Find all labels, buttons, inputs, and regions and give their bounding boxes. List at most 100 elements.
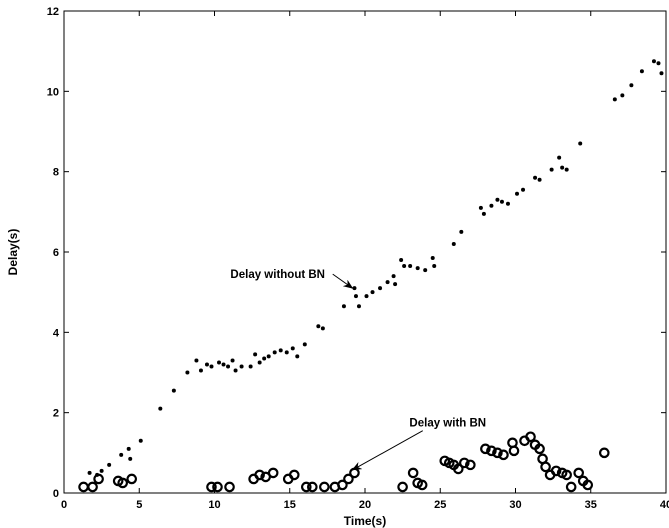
data-point-dot: [656, 61, 661, 66]
data-point-dot: [352, 286, 357, 291]
data-point-dot: [423, 268, 428, 273]
data-point-circle: [534, 443, 545, 455]
data-point-dot: [432, 264, 437, 269]
data-point-dot: [612, 97, 617, 102]
data-point-dot: [87, 470, 92, 475]
data-point-dot: [248, 364, 253, 369]
data-point-dot: [128, 456, 133, 461]
x-axis-title: Time(s): [344, 514, 386, 528]
data-point-circle: [397, 481, 408, 493]
data-point-dot: [620, 93, 625, 98]
x-tick-label: 35: [585, 499, 597, 511]
data-point-circle: [598, 447, 610, 459]
y-tick-label: 10: [47, 86, 59, 98]
y-tick-label: 0: [53, 488, 59, 500]
data-point-circle: [480, 443, 491, 455]
x-tick-label: 40: [660, 499, 669, 511]
data-point-dot: [521, 187, 526, 192]
plot-area: [63, 10, 667, 494]
data-point-circle: [319, 481, 330, 493]
x-tick-label: 5: [136, 499, 142, 511]
data-point-dot: [478, 205, 483, 210]
y-tick-label: 12: [47, 6, 59, 18]
annotation-arrow: [351, 430, 424, 471]
data-point-dot: [402, 264, 407, 269]
x-axis: 0 5 10 15 20 25 30 35 40: [61, 11, 669, 511]
data-point-circle: [492, 447, 503, 459]
data-point-dot: [549, 167, 554, 172]
annotation-label: Delay with BN: [409, 418, 486, 430]
x-tick-label: 20: [359, 499, 371, 511]
data-point-circle: [486, 445, 497, 457]
data-point-dot: [302, 342, 307, 347]
data-point-dot: [393, 282, 398, 287]
data-point-dot: [262, 356, 267, 361]
data-point-dot: [560, 165, 565, 170]
data-point-dot: [495, 197, 500, 202]
y-tick-label: 8: [53, 167, 59, 179]
data-point-dot: [505, 201, 510, 206]
data-point-dot: [126, 446, 131, 451]
data-point-dot: [198, 368, 203, 373]
data-point-circle: [416, 479, 428, 491]
data-point-circle: [343, 473, 354, 485]
data-point-circle: [117, 477, 128, 489]
data-point-dot: [629, 83, 634, 88]
annotation-arrow: [332, 273, 354, 289]
data-point-circle: [465, 459, 476, 471]
y-tick-label: 4: [53, 327, 60, 339]
data-point-circle: [267, 467, 279, 479]
data-point-circle: [93, 473, 104, 485]
data-point-dot: [364, 294, 369, 299]
data-point-dot: [253, 352, 258, 357]
data-point-dot: [385, 280, 390, 285]
data-point-circle: [301, 481, 312, 493]
data-point-dot: [221, 362, 226, 367]
data-point-dot: [408, 264, 413, 269]
data-point-dot: [278, 348, 283, 353]
data-point-circle: [87, 481, 98, 493]
data-point-dot: [415, 266, 420, 271]
data-point-dot: [230, 358, 235, 363]
data-point-dot: [233, 368, 238, 373]
data-point-circle: [126, 473, 138, 485]
data-point-circle: [453, 463, 464, 475]
data-point-circle: [407, 467, 419, 479]
data-point-dot: [391, 274, 396, 279]
data-point-dot: [370, 290, 375, 295]
data-point-dot: [272, 350, 277, 355]
y-axis-title: Delay(s): [6, 229, 20, 276]
data-point-circle: [288, 469, 300, 481]
data-point-dot: [171, 388, 176, 393]
data-point-dot: [204, 362, 209, 367]
data-point-circle: [565, 481, 577, 493]
data-point-dot: [99, 468, 104, 473]
data-point-dot: [399, 258, 404, 263]
data-point-dot: [266, 354, 271, 359]
data-point-dot: [651, 59, 656, 64]
data-point-circle: [337, 479, 348, 491]
x-tick-label: 25: [434, 499, 446, 511]
data-point-dot: [499, 199, 504, 204]
x-tick-label: 0: [61, 499, 67, 511]
data-point-dot: [578, 141, 583, 146]
data-point-circle: [582, 479, 594, 491]
data-point-dot: [659, 71, 664, 76]
data-point-dot: [217, 360, 222, 365]
series-delay-with-bn: [78, 431, 610, 493]
data-point-dot: [378, 286, 383, 291]
data-point-dot: [185, 370, 190, 375]
data-point-dot: [316, 324, 321, 329]
x-tick-label: 30: [509, 499, 521, 511]
data-point-dot: [138, 438, 143, 443]
data-point-dot: [515, 191, 520, 196]
data-point-dot: [430, 256, 435, 261]
data-point-circle: [498, 449, 509, 461]
annotations: Delay without BN Delay with BN: [230, 269, 486, 471]
y-tick-label: 6: [53, 247, 59, 259]
data-point-dot: [107, 462, 112, 467]
data-point-circle: [206, 481, 217, 493]
y-axis: 0 2 4 6 8 10 12: [47, 6, 666, 500]
x-tick-label: 15: [284, 499, 296, 511]
data-point-dot: [639, 69, 644, 74]
